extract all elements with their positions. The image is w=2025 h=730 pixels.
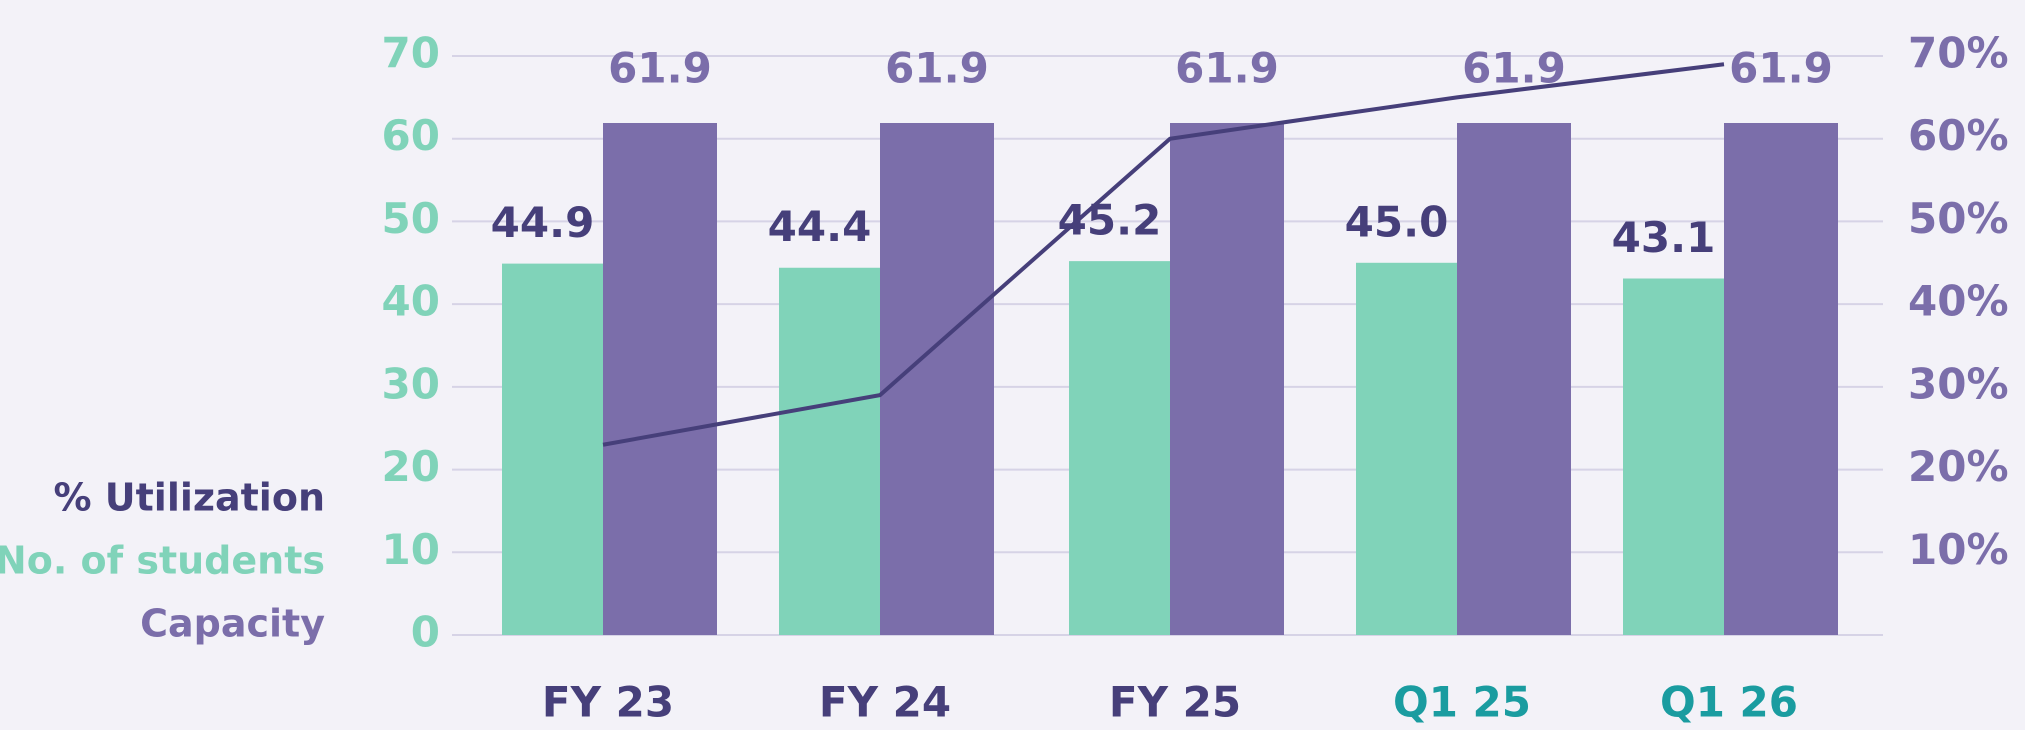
- value-label: 44.4: [768, 202, 872, 251]
- bar: [1069, 261, 1170, 635]
- bar: [1170, 122, 1284, 635]
- bar: [502, 263, 603, 635]
- value-label: 45.2: [1058, 196, 1162, 245]
- y-tick-label: 30: [382, 359, 440, 408]
- value-label: 43.1: [1612, 213, 1716, 262]
- y2-tick-label: 20%: [1908, 442, 2009, 491]
- value-label: 61.9: [608, 43, 712, 92]
- legend-label: Capacity: [140, 602, 325, 646]
- x-tick-label: FY 25: [1109, 678, 1241, 727]
- y-tick-label: 70: [382, 29, 440, 78]
- y-tick-label: 10: [382, 525, 440, 574]
- y2-tick-label: 40%: [1908, 277, 2009, 326]
- value-label: 61.9: [1729, 43, 1833, 92]
- y-tick-label: 0: [411, 608, 440, 657]
- value-label: 61.9: [1175, 43, 1279, 92]
- y2-tick-label: 50%: [1908, 194, 2009, 243]
- y-tick-label: 60: [382, 111, 440, 160]
- bar: [1457, 122, 1571, 635]
- bar: [1356, 262, 1457, 635]
- y-tick-label: 50: [382, 194, 440, 243]
- y2-tick-label: 70%: [1908, 29, 2009, 78]
- legend-label: No. of students: [0, 539, 325, 583]
- bar: [603, 122, 717, 635]
- y-tick-label: 20: [382, 442, 440, 491]
- y2-tick-label: 10%: [1908, 525, 2009, 574]
- line-series: [602, 62, 1725, 447]
- y2-tick-label: 30%: [1908, 359, 2009, 408]
- x-tick-label: Q1 25: [1393, 678, 1531, 727]
- value-label: 61.9: [885, 43, 989, 92]
- y-tick-label: 40: [382, 277, 440, 326]
- x-tick-label: FY 24: [819, 678, 951, 727]
- bar: [1724, 122, 1838, 635]
- y2-tick-label: 60%: [1908, 111, 2009, 160]
- legend-label: % Utilization: [53, 476, 325, 520]
- bar: [1623, 278, 1724, 635]
- x-tick-label: FY 23: [542, 678, 674, 727]
- bar: [779, 267, 880, 635]
- x-tick-label: Q1 26: [1660, 678, 1798, 727]
- value-label: 45.0: [1345, 197, 1449, 246]
- value-label: 44.9: [491, 198, 595, 247]
